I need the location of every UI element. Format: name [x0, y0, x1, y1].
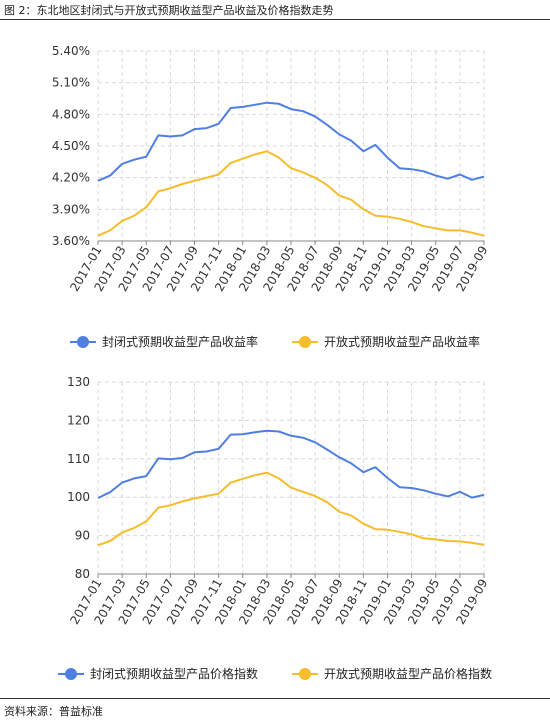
y-tick-label: 4.80%: [52, 107, 90, 121]
figure-title: 图 2：东北地区封闭式与开放式预期收益型产品收益及价格指数走势: [4, 4, 334, 17]
legend-marker-closed-yield: [69, 335, 96, 348]
legend-label-closed-index: 封闭式预期收益型产品价格指数: [89, 667, 258, 681]
y-tick-label: 80: [75, 567, 90, 581]
bottom-rule: [0, 698, 550, 699]
legend-label-open-yield: 开放式预期收益型产品收益率: [324, 335, 481, 349]
y-tick-label: 4.50%: [52, 139, 90, 153]
legend-item-closed-yield[interactable]: 封闭式预期收益型产品收益率: [69, 333, 258, 350]
legend-item-closed-index[interactable]: 封闭式预期收益型产品价格指数: [57, 665, 258, 682]
y-tick-label: 110: [67, 452, 90, 466]
y-tick-label: 4.20%: [52, 171, 90, 185]
y-tick-label: 90: [75, 529, 90, 543]
price-index-legend: 封闭式预期收益型产品价格指数 开放式预期收益型产品价格指数: [0, 665, 550, 682]
legend-marker-open-index: [292, 667, 318, 680]
y-tick-label: 130: [67, 375, 90, 389]
legend-item-open-yield[interactable]: 开放式预期收益型产品收益率: [292, 333, 480, 350]
source-note: 资料来源：普益标准: [4, 705, 103, 718]
series-line-0-closed: [97, 101, 485, 182]
y-tick-label: 5.10%: [52, 76, 90, 90]
price-index-line-chart: 80901001101201302017-012017-032017-05201…: [67, 375, 491, 627]
yield-line-chart: 3.60%3.90%4.20%4.50%4.80%5.10%5.40%2017-…: [52, 44, 491, 294]
series-line-1-closed: [97, 429, 485, 499]
yield-legend: 封闭式预期收益型产品收益率 开放式预期收益型产品收益率: [0, 333, 550, 350]
y-tick-label: 120: [67, 413, 90, 427]
series-line-0-open: [97, 150, 485, 237]
y-tick-label: 3.60%: [52, 234, 90, 248]
y-tick-label: 3.90%: [52, 202, 90, 216]
legend-marker-closed-index: [57, 667, 84, 680]
y-tick-label: 5.40%: [52, 44, 90, 58]
legend-label-closed-yield: 封闭式预期收益型产品收益率: [101, 335, 258, 349]
top-rule: [0, 19, 550, 20]
legend-label-open-index: 开放式预期收益型产品价格指数: [324, 667, 493, 681]
y-tick-label: 100: [67, 490, 90, 504]
legend-item-open-index[interactable]: 开放式预期收益型产品价格指数: [292, 665, 492, 682]
legend-marker-open-yield: [292, 335, 318, 348]
series-line-1-open: [97, 471, 485, 547]
